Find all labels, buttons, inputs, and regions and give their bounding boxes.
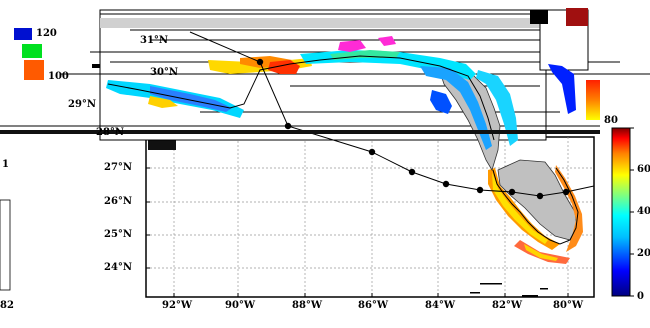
legend-fragment (14, 28, 100, 80)
big-bend-outer-band (476, 70, 518, 146)
west-louisiana-band (148, 96, 178, 108)
upper-black-block (530, 10, 548, 24)
upper-gray-band (100, 18, 546, 28)
gulf-coastline (107, 55, 495, 141)
peninsula-east-surge-band (555, 165, 583, 252)
axis-ticks (146, 167, 569, 297)
big-bend-surge-band (420, 66, 492, 150)
fragment-orange-bar (586, 80, 600, 120)
track-point (476, 186, 484, 194)
magenta-patch-1 (338, 40, 366, 52)
colorbar-label-20: 20 (637, 248, 650, 259)
lat-label-26N: 26°N (104, 196, 133, 207)
lat-label-29N: 29°N (68, 99, 97, 110)
colorbar-label-80: 80 (604, 115, 618, 126)
lat-label-24N: 24°N (104, 262, 133, 273)
main-map-panel (145, 136, 595, 298)
lon-label-80W: 80°W (553, 300, 584, 311)
divider-artifact (0, 130, 600, 134)
colorbar-label-0: 0 (637, 291, 644, 302)
legend-swatch-blue (14, 28, 32, 40)
track-point (442, 180, 450, 188)
track-point (368, 148, 376, 156)
lon-label-82W: 82°W (492, 300, 523, 311)
track-point (536, 192, 544, 200)
colorbar (611, 127, 634, 297)
lat-label-25N: 25°N (104, 229, 133, 240)
left-edge-value-1: 1 (2, 159, 9, 170)
legend-value-120: 120 (36, 28, 57, 39)
coastline (492, 167, 579, 245)
lon-label-86W: 86°W (358, 300, 389, 311)
legend-value-100: 100 (48, 71, 69, 82)
lat-label-28N: 28°N (96, 127, 125, 138)
legend-tick (92, 64, 100, 68)
keys-inner-band (524, 244, 558, 261)
louisiana-inner-band (150, 86, 232, 112)
peninsula-west-inner-band (492, 172, 548, 244)
big-bend-inner-band (430, 90, 452, 114)
lon-label-84W: 84°W (425, 300, 456, 311)
track-point (256, 58, 264, 66)
lon-label-90W: 90°W (225, 300, 256, 311)
legend-swatch-green (22, 44, 42, 58)
track-point (408, 168, 416, 176)
east-coast-surge-band (548, 64, 576, 114)
dark-red-swatch (566, 8, 588, 26)
lat-label-30N: 30°N (150, 67, 179, 78)
gulf-coast-panel (0, 8, 650, 171)
storm-track (189, 31, 595, 200)
left-edge-value-82: 82 (0, 300, 14, 311)
small-islands (470, 283, 548, 297)
magenta-patch-2 (378, 36, 396, 46)
lat-label-27N: 27°N (104, 162, 133, 173)
colorbar-label-60: 60 (637, 164, 650, 175)
lat-label-31N: 31°N (140, 35, 169, 46)
track-point (508, 188, 516, 196)
track-point (284, 122, 292, 130)
lon-label-92W: 92°W (162, 300, 193, 311)
legend-swatch-orange (24, 60, 44, 80)
colorbar-label-40: 40 (637, 206, 650, 217)
colorbar-gradient (611, 127, 631, 297)
track-point (562, 188, 570, 196)
lon-label-88W: 88°W (292, 300, 323, 311)
left-edge-panel (0, 199, 11, 291)
